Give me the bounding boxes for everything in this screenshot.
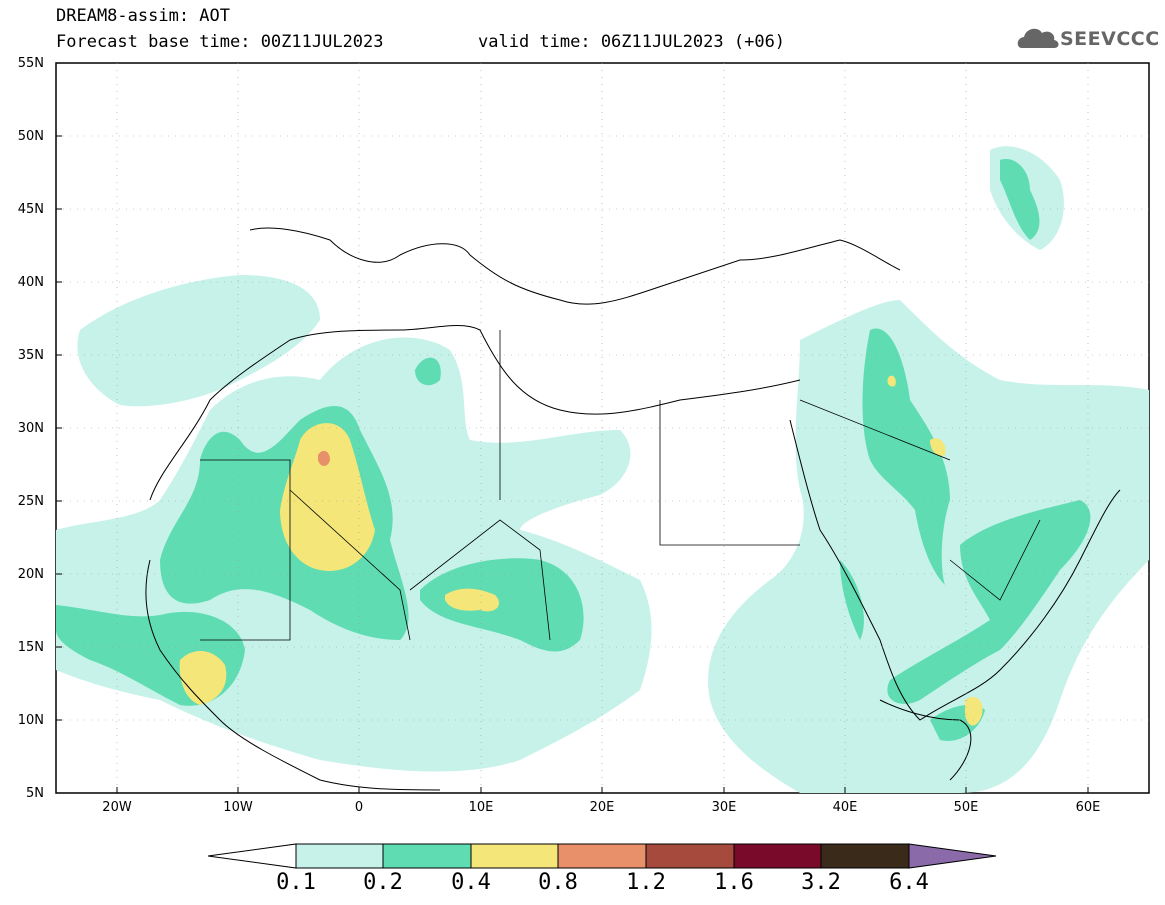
title-line-1: DREAM8-assim: AOT [56,6,230,26]
colorbar-label: 1.2 [626,870,666,895]
ytick-label: 15N [17,640,44,655]
colorbar-label: 0.2 [363,870,403,895]
ytick-label: 45N [17,202,44,217]
xtick-label: 40E [832,800,858,815]
colorbar-under-arrow [207,843,297,869]
ytick-label: 20N [17,567,44,582]
xtick-label: 10W [223,800,253,815]
xtick-label: 20E [589,800,615,815]
xtick-label: 60E [1075,800,1101,815]
tick-marks [56,62,1089,793]
colorbar-bin-7 [820,843,910,869]
colorbar-bin-3 [470,843,559,869]
colorbar-label: 6.4 [889,870,929,895]
ytick-label: 30N [17,421,44,436]
xtick-label: 20W [102,800,132,815]
colorbar-bin-2 [382,843,472,869]
xtick-label: 50E [953,800,979,815]
colorbar-bin-5 [645,843,735,869]
ytick-label: 40N [17,275,44,290]
ytick-label: 55N [17,56,44,71]
graticule [56,63,1149,793]
ytick-label: 50N [17,129,44,144]
title-forecast-base-time: Forecast base time: 00Z11JUL2023 [56,32,384,52]
aot-field-0.4-0.8 [179,375,983,726]
colorbar [207,843,997,869]
colorbar-over-arrow [908,843,997,869]
aot-field-0.8-1.2 [318,450,330,466]
colorbar-label: 3.2 [801,870,841,895]
coastlines [145,227,1121,791]
country-borders [200,330,1041,641]
xtick-label: 10E [468,800,494,815]
ytick-label: 5N [26,786,44,801]
colorbar-label: 0.4 [451,870,491,895]
cloud-logo-icon [1017,28,1059,48]
colorbar-label: 0.1 [276,870,316,895]
colorbar-bin-1 [295,843,384,869]
colorbar-label: 1.6 [714,870,754,895]
xtick-label: 30E [711,800,737,815]
xtick-label: 0 [354,800,364,815]
colorbar-bin-6 [733,843,822,869]
logo-text: SEEVCCC [1060,28,1160,50]
ytick-label: 10N [17,713,44,728]
colorbar-label: 0.8 [538,870,578,895]
ytick-label: 35N [17,348,44,363]
colorbar-bin-4 [557,843,647,869]
title-valid-time: valid time: 06Z11JUL2023 (+06) [478,32,786,52]
ytick-label: 25N [17,494,44,509]
